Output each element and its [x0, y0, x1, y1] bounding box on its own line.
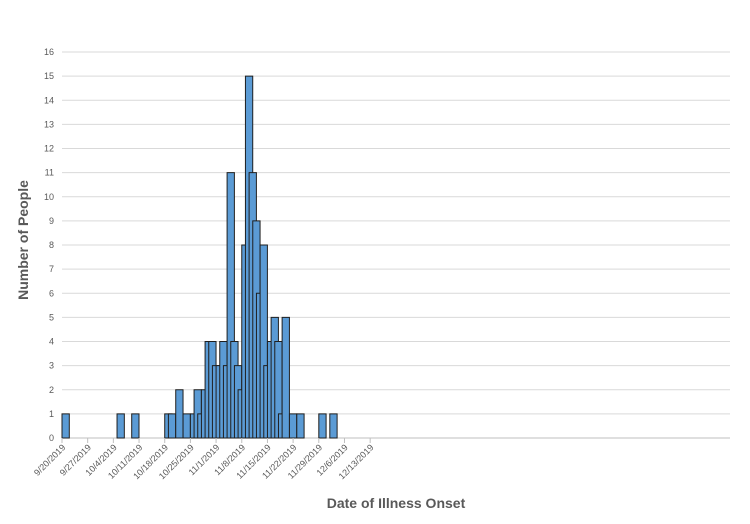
y-tick-label: 4: [49, 337, 54, 347]
y-tick-label: 7: [49, 264, 54, 274]
bar: [116, 413, 125, 439]
y-tick-label: 9: [49, 216, 54, 226]
x-axis-ticks: 9/20/20199/27/201910/4/201910/11/201910/…: [32, 438, 376, 481]
y-tick-label: 12: [44, 144, 54, 154]
bar: [288, 413, 298, 439]
bar: [167, 413, 177, 439]
bar: [296, 413, 305, 439]
y-tick-label: 6: [49, 288, 54, 298]
bar: [131, 413, 140, 439]
gridlines: [62, 51, 730, 439]
y-tick-label: 11: [45, 168, 54, 178]
bar: [329, 413, 338, 439]
y-tick-label: 8: [49, 240, 54, 250]
y-tick-label: 5: [49, 312, 54, 322]
y-tick-label: 14: [44, 95, 54, 105]
y-axis-label: Number of People: [15, 180, 31, 300]
bar: [182, 413, 191, 439]
bar: [281, 316, 290, 439]
x-axis-label: Date of Illness Onset: [327, 495, 466, 511]
y-tick-label: 13: [44, 119, 54, 129]
y-tick-label: 16: [44, 47, 54, 57]
y-tick-label: 0: [49, 433, 54, 443]
y-tick-label: 1: [49, 409, 54, 419]
y-tick-label: 2: [49, 385, 54, 395]
y-tick-label: 3: [49, 361, 54, 371]
bars: [61, 75, 338, 439]
y-tick-label: 15: [44, 71, 54, 81]
bar: [175, 389, 184, 439]
bar: [318, 413, 327, 439]
y-tick-label: 10: [44, 192, 54, 202]
bar: [61, 413, 70, 439]
